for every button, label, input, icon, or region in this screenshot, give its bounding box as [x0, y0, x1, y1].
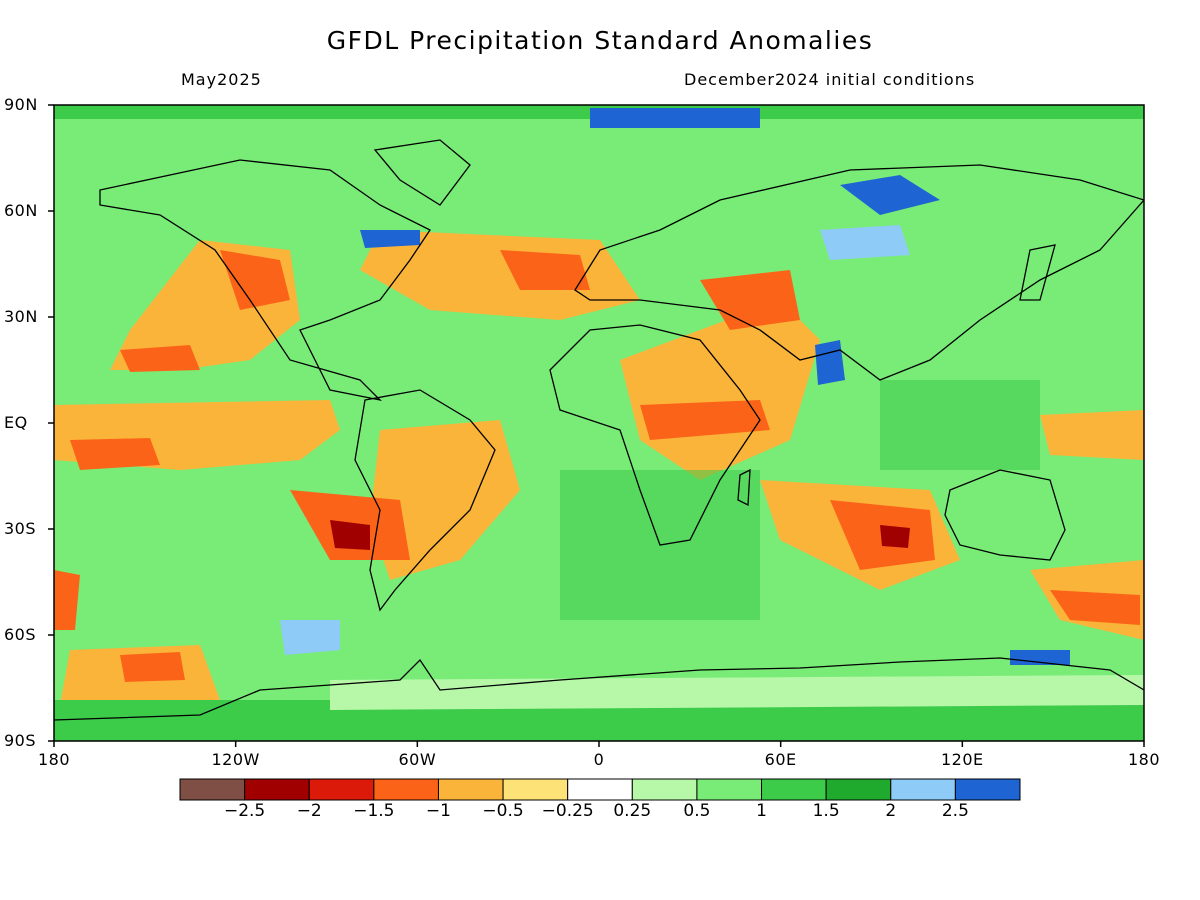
axis-ticks [48, 104, 1145, 747]
colorbar-label: 2 [885, 801, 897, 821]
colorbar-swatch [308, 778, 375, 801]
coastlines [54, 139, 1144, 721]
ross-sea-core [120, 652, 185, 682]
colorbar-label: 1 [756, 801, 767, 821]
antarctica-outline [54, 657, 1144, 721]
middle-east-core [700, 270, 800, 330]
southern-ocean-wet [280, 620, 340, 655]
colorbar-swatch [437, 778, 504, 801]
colorbar-label: 0.5 [683, 801, 711, 821]
colorbar-label: −2.5 [223, 801, 266, 821]
lat-label-60n: 60N [4, 201, 38, 220]
colorbar-swatch [567, 778, 633, 801]
lon-label-180: 180 [1127, 750, 1161, 769]
north-atlantic-core [500, 250, 590, 290]
colorbar-label: −1 [425, 801, 451, 821]
lon-label-60w: 60W [398, 750, 437, 769]
lat-label-30s: 30S [4, 519, 37, 538]
siberia-wet [840, 175, 940, 215]
colorbar-label: 0.25 [613, 801, 652, 821]
lon-label-0: 0 [593, 750, 605, 769]
east-africa-core [640, 400, 770, 440]
antarctic-band [54, 700, 1144, 741]
lon-label-180: 180 [37, 750, 71, 769]
dateline-dry [54, 570, 80, 630]
japan-outline [1019, 244, 1056, 301]
colorbar-label: −0.5 [482, 801, 524, 821]
greenland-outline [373, 139, 471, 206]
bay-of-bengal-wet [815, 340, 845, 385]
africa-outline [549, 324, 761, 546]
south-america-outline [354, 389, 496, 612]
se-pacific-peak [330, 520, 370, 550]
colorbar-swatch [179, 778, 246, 801]
lat-label-90s: 90S [4, 731, 37, 750]
colorbar-swatch [954, 778, 1021, 801]
colorbar-swatch [825, 778, 892, 801]
central-asia-wet [820, 225, 910, 260]
anomaly-field [54, 105, 1144, 741]
ne-pacific-core [220, 250, 290, 310]
colorbar-swatch [890, 778, 956, 801]
colorbar-swatch [761, 778, 827, 801]
colorbar-swatch [373, 778, 439, 801]
lat-label-30n: 30N [4, 307, 38, 326]
arctic-wet-patch [590, 108, 760, 128]
west-pacific-dry [1040, 410, 1144, 460]
north-atlantic-dry [360, 230, 640, 320]
north-america-outline [99, 159, 431, 402]
eurasia-outline [574, 164, 1144, 381]
lat-label-60s: 60S [4, 625, 37, 644]
colorbar-label: 1.5 [812, 801, 840, 821]
colorbar [179, 778, 1021, 801]
pacific-dry-core [70, 438, 160, 470]
lon-label-60e: 60E [764, 750, 797, 769]
forecast-month-label: May2025 [181, 70, 262, 89]
subtropic-dry [120, 345, 200, 372]
lat-label-eq: EQ [4, 413, 28, 432]
colorbar-label: 2.5 [941, 801, 969, 821]
lon-label-120w: 120W [211, 750, 260, 769]
colorbar-swatch [502, 778, 569, 801]
colorbar-label: −1.5 [353, 801, 395, 821]
hudson-wet [360, 230, 420, 248]
colorbar-swatch [696, 778, 763, 801]
colorbar-label: −2 [296, 801, 322, 821]
south-america-dry [370, 420, 520, 580]
initial-conditions-label: December2024 initial conditions [684, 70, 976, 89]
tasman-core [1050, 590, 1140, 625]
lon-label-120e: 120E [941, 750, 984, 769]
indian-ocean-peak [880, 525, 910, 548]
maritime-continent-wet [880, 380, 1040, 470]
colorbar-label: −0.25 [541, 801, 594, 821]
australia-outline [944, 469, 1066, 561]
lat-label-90n: 90N [4, 95, 38, 114]
madagascar-outline [737, 468, 751, 507]
colorbar-swatch [244, 778, 310, 801]
antarctic-coast-band [330, 675, 1144, 710]
map-title: GFDL Precipitation Standard Anomalies [326, 26, 874, 55]
colorbar-swatch [631, 778, 698, 801]
